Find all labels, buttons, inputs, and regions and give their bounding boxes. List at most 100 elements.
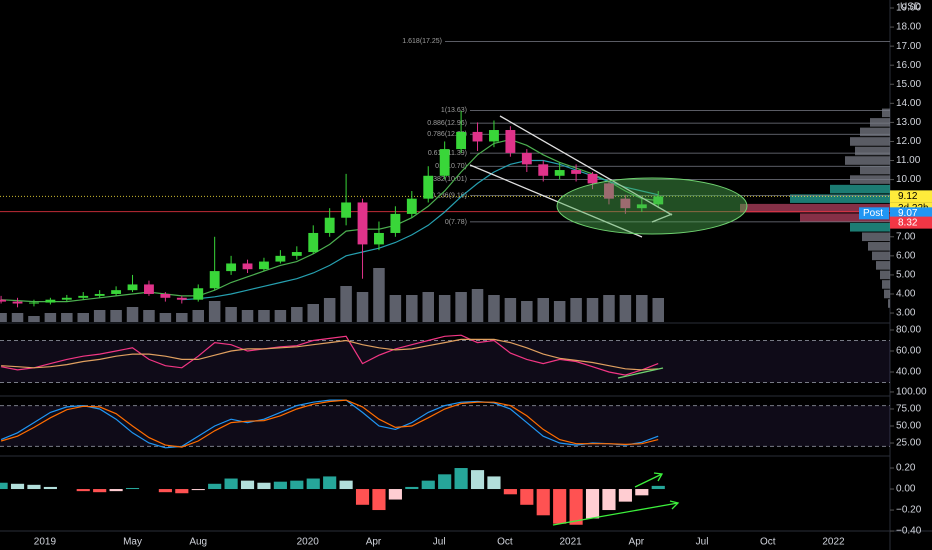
volume-bar <box>636 295 648 322</box>
candle-body <box>489 130 499 142</box>
band-fill <box>0 405 890 447</box>
candle-body <box>604 183 614 199</box>
trend-line <box>651 213 673 223</box>
candle-body <box>291 252 302 256</box>
x-tick-label: May <box>123 537 142 548</box>
histogram-bar <box>388 489 402 500</box>
histogram-bar <box>27 484 41 490</box>
volume-bar <box>340 286 352 322</box>
y-tick-label: −0.40 <box>896 526 922 537</box>
candle-body <box>12 301 23 304</box>
volume-bar <box>77 313 89 322</box>
arrow-head <box>669 500 680 510</box>
histogram-bar <box>372 489 386 511</box>
trend-line <box>469 164 643 238</box>
candle-body <box>209 271 220 289</box>
indicator-line <box>0 399 659 448</box>
y-tick-label: 19.00 <box>896 3 921 14</box>
x-tick-label: 2021 <box>560 537 583 548</box>
y-tick-label: 0.20 <box>896 463 916 474</box>
y-tick-label: 60.00 <box>896 346 921 357</box>
histogram-bar <box>273 481 287 490</box>
y-tick-label: 4.00 <box>896 289 916 300</box>
volume-profile-bar <box>876 261 890 270</box>
volume-bar <box>143 310 155 322</box>
volume-profile-bar <box>862 232 890 242</box>
volume-profile-bar <box>800 213 890 223</box>
histogram-bar <box>224 478 238 490</box>
histogram-bar <box>290 480 304 490</box>
volume-profile-bar <box>882 280 890 289</box>
candle-body <box>144 284 154 294</box>
volume-bar <box>110 310 122 322</box>
histogram-bar <box>208 483 222 490</box>
volume-bar <box>291 307 303 322</box>
y-tick-label: 40.00 <box>896 367 921 378</box>
candle-body <box>29 302 39 304</box>
candle-body <box>61 297 72 300</box>
x-tick-label: 2019 <box>34 537 57 548</box>
divergence-line <box>617 367 664 379</box>
session-tag <box>859 207 889 220</box>
candle-body <box>160 293 171 298</box>
y-tick-label: 11.00 <box>896 155 921 166</box>
y-tick-label: 80.00 <box>896 325 921 336</box>
volume-bar <box>438 295 451 322</box>
histogram-bar <box>10 483 25 490</box>
volume-bar <box>274 310 287 322</box>
volume-bar <box>126 307 139 322</box>
fib-label: 0.786(12.38) <box>427 131 467 138</box>
candle-body <box>259 261 269 270</box>
y-tick-label: 50.00 <box>896 421 921 432</box>
candle-body <box>472 131 483 142</box>
volume-profile-bar <box>830 184 890 194</box>
y-tick-label: 13.00 <box>896 117 921 128</box>
y-tick-label: −0.20 <box>896 505 922 516</box>
volume-bar <box>553 301 566 322</box>
histogram-bar <box>487 476 501 490</box>
indicator-line <box>0 399 659 449</box>
candle-body <box>571 170 582 174</box>
divergence-arrow <box>552 502 679 526</box>
y-tick-label: 25.00 <box>896 438 921 449</box>
x-tick-label: Jul <box>696 537 709 548</box>
fib-label: 0.886(12.96) <box>427 120 467 127</box>
volume-profile-bar <box>884 289 890 299</box>
volume-bar <box>373 268 385 322</box>
volume-bar <box>619 295 632 322</box>
candle-body <box>94 293 105 296</box>
histogram-bar <box>438 474 452 490</box>
volume-bar <box>11 313 24 322</box>
divergence-arrow <box>634 473 663 488</box>
candle-body <box>505 130 516 153</box>
candle-body <box>554 170 565 176</box>
volume-profile-bar <box>845 156 890 165</box>
volume-bar <box>258 310 270 322</box>
fib-label: 1(13.63) <box>441 107 467 114</box>
band-fill <box>0 340 890 383</box>
y-tick-label: 3.00 <box>896 308 916 319</box>
histogram-bar <box>421 480 435 490</box>
x-tick-label: Jul <box>433 537 446 548</box>
volume-bar <box>61 313 73 322</box>
histogram-bar <box>306 478 320 490</box>
candle-body <box>456 131 467 150</box>
volume-profile-bar <box>740 203 890 213</box>
fib-label: 0.5(10.70) <box>435 163 467 170</box>
volume-bar <box>192 310 204 322</box>
volume-profile-bar <box>790 194 890 203</box>
histogram-bar <box>43 486 57 490</box>
volume-bar <box>241 310 254 322</box>
candle-body <box>324 217 335 233</box>
histogram-bar <box>602 489 616 511</box>
volume-bar <box>389 295 402 322</box>
fib-label: 1.618(17.25) <box>402 38 442 45</box>
histogram-bar <box>76 489 90 492</box>
x-tick-label: Apr <box>629 537 645 548</box>
x-tick-label: 2022 <box>822 537 845 548</box>
volume-bar <box>323 298 336 322</box>
highlight-ellipse <box>556 177 748 235</box>
candle-body <box>308 232 319 253</box>
histogram-bar <box>257 482 271 490</box>
